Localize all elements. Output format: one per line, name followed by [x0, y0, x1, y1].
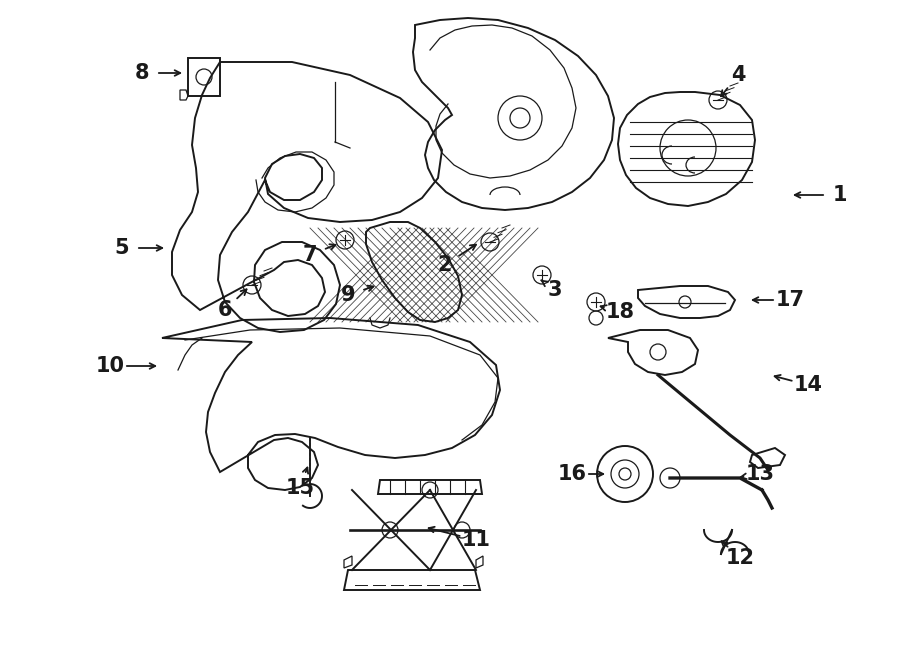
Text: 1: 1: [832, 185, 847, 205]
Text: 16: 16: [557, 464, 587, 484]
Text: 15: 15: [285, 478, 315, 498]
Text: 10: 10: [95, 356, 124, 376]
Text: 17: 17: [776, 290, 805, 310]
Text: 12: 12: [725, 548, 754, 568]
Text: 18: 18: [606, 302, 634, 322]
Text: 4: 4: [731, 65, 745, 85]
Text: 9: 9: [341, 285, 356, 305]
Text: 14: 14: [794, 375, 823, 395]
Text: 13: 13: [745, 464, 775, 484]
Text: 6: 6: [218, 300, 232, 320]
Text: 11: 11: [462, 530, 490, 550]
Text: 5: 5: [114, 238, 130, 258]
Text: 2: 2: [437, 255, 452, 275]
Text: 3: 3: [548, 280, 562, 300]
Text: 8: 8: [135, 63, 149, 83]
Text: 7: 7: [302, 245, 317, 265]
